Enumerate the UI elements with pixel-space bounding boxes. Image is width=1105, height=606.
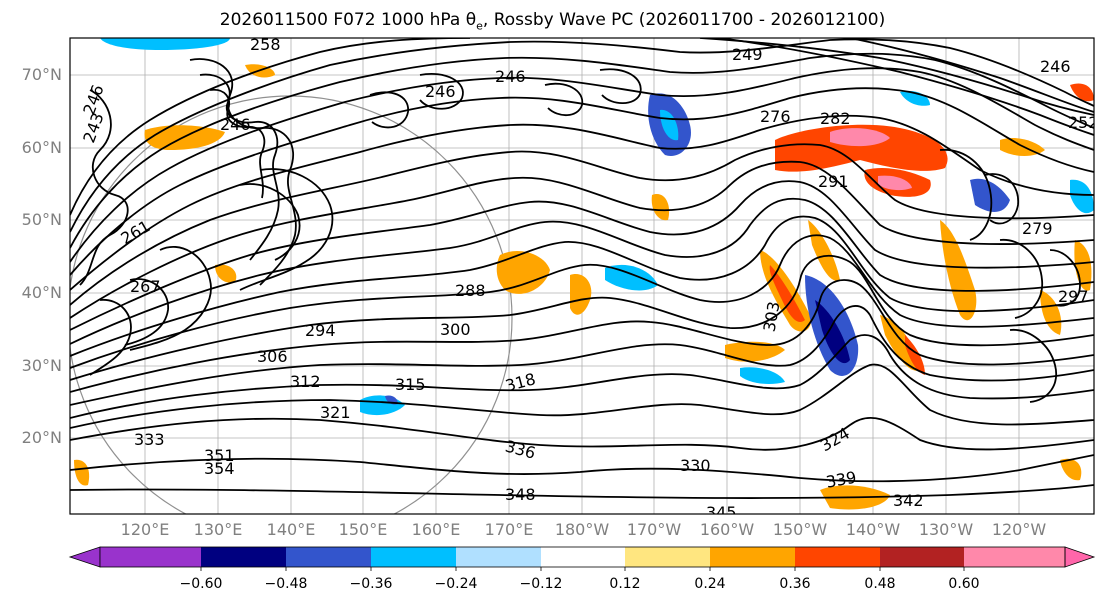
colorbar-tick: −0.36: [349, 576, 393, 592]
theta-e-contours: [70, 38, 1094, 499]
lat-label-30n: 30°N: [21, 356, 62, 375]
colorbar-tick: 0.36: [779, 576, 811, 592]
contour-label: 249: [732, 45, 763, 64]
contour-label: 306: [257, 347, 288, 366]
contour-label: 348: [505, 485, 536, 504]
map-title: 2026011500 F072 1000 hPa θe, Rossby Wave…: [219, 10, 886, 33]
contour-label: 333: [134, 430, 165, 449]
colorbar-tick: −0.24: [434, 576, 478, 592]
contour-label: 300: [440, 320, 471, 339]
contour-label: 282: [820, 109, 851, 128]
colorbar-tick: 0.60: [948, 576, 980, 592]
lat-label-40n: 40°N: [21, 283, 62, 302]
contour-label: 246: [220, 115, 251, 134]
contour-label: 354: [204, 459, 235, 478]
colorbar-tick: −0.60: [179, 576, 223, 592]
contour-label: 345: [706, 503, 737, 522]
contour-label: 351: [204, 446, 235, 465]
lon-label-140w: 140°W: [845, 520, 901, 539]
lon-label-180w: 180°W: [554, 520, 610, 539]
contour-label: 267: [130, 277, 161, 296]
colorbar-tick: −0.12: [519, 576, 563, 592]
contour-label: 312: [290, 372, 321, 391]
contour-label: 288: [455, 281, 486, 300]
lon-label-120w: 120°W: [991, 520, 1047, 539]
contour-label: 321: [320, 403, 351, 422]
contour-label: 342: [893, 491, 924, 510]
lon-label-170w: 170°W: [626, 520, 682, 539]
contour-label: 297: [1058, 287, 1089, 306]
lon-label-150e: 150°E: [338, 520, 388, 539]
lon-label-130w: 130°W: [918, 520, 974, 539]
contour-label: 330: [680, 456, 711, 475]
contour-label: 258: [250, 35, 281, 54]
contour-label: 276: [760, 107, 791, 126]
lat-label-60n: 60°N: [21, 138, 62, 157]
lat-label-20n: 20°N: [21, 428, 62, 447]
colorbar-tick: 0.48: [864, 576, 896, 592]
map-frame: [69, 37, 1095, 515]
contour-label: 294: [305, 321, 336, 340]
contour-label: 252: [1068, 113, 1099, 132]
colorbar-tick: 0.12: [609, 576, 641, 592]
lat-label-70n: 70°N: [21, 65, 62, 84]
contour-label: 291: [818, 172, 849, 191]
graticule: [70, 38, 1094, 514]
anomaly-shading: [74, 38, 1094, 510]
contour-label: 246: [495, 67, 526, 86]
contour-label: 279: [1022, 219, 1053, 238]
lon-label-150w: 150°W: [772, 520, 828, 539]
lon-label-140e: 140°E: [266, 520, 316, 539]
lon-label-130e: 130°E: [193, 520, 243, 539]
lon-label-160w: 160°W: [699, 520, 755, 539]
colorbar-tick: 0.24: [694, 576, 726, 592]
lon-label-120e: 120°E: [120, 520, 170, 539]
contour-label: 315: [395, 375, 426, 394]
lon-label-160e: 160°E: [411, 520, 461, 539]
contour-label: 246: [425, 82, 456, 101]
colorbar: [68, 546, 1096, 571]
colorbar-tick: −0.48: [264, 576, 308, 592]
lon-label-170e: 170°E: [484, 520, 534, 539]
lat-label-50n: 50°N: [21, 210, 62, 229]
contour-label: 246: [1040, 57, 1071, 76]
